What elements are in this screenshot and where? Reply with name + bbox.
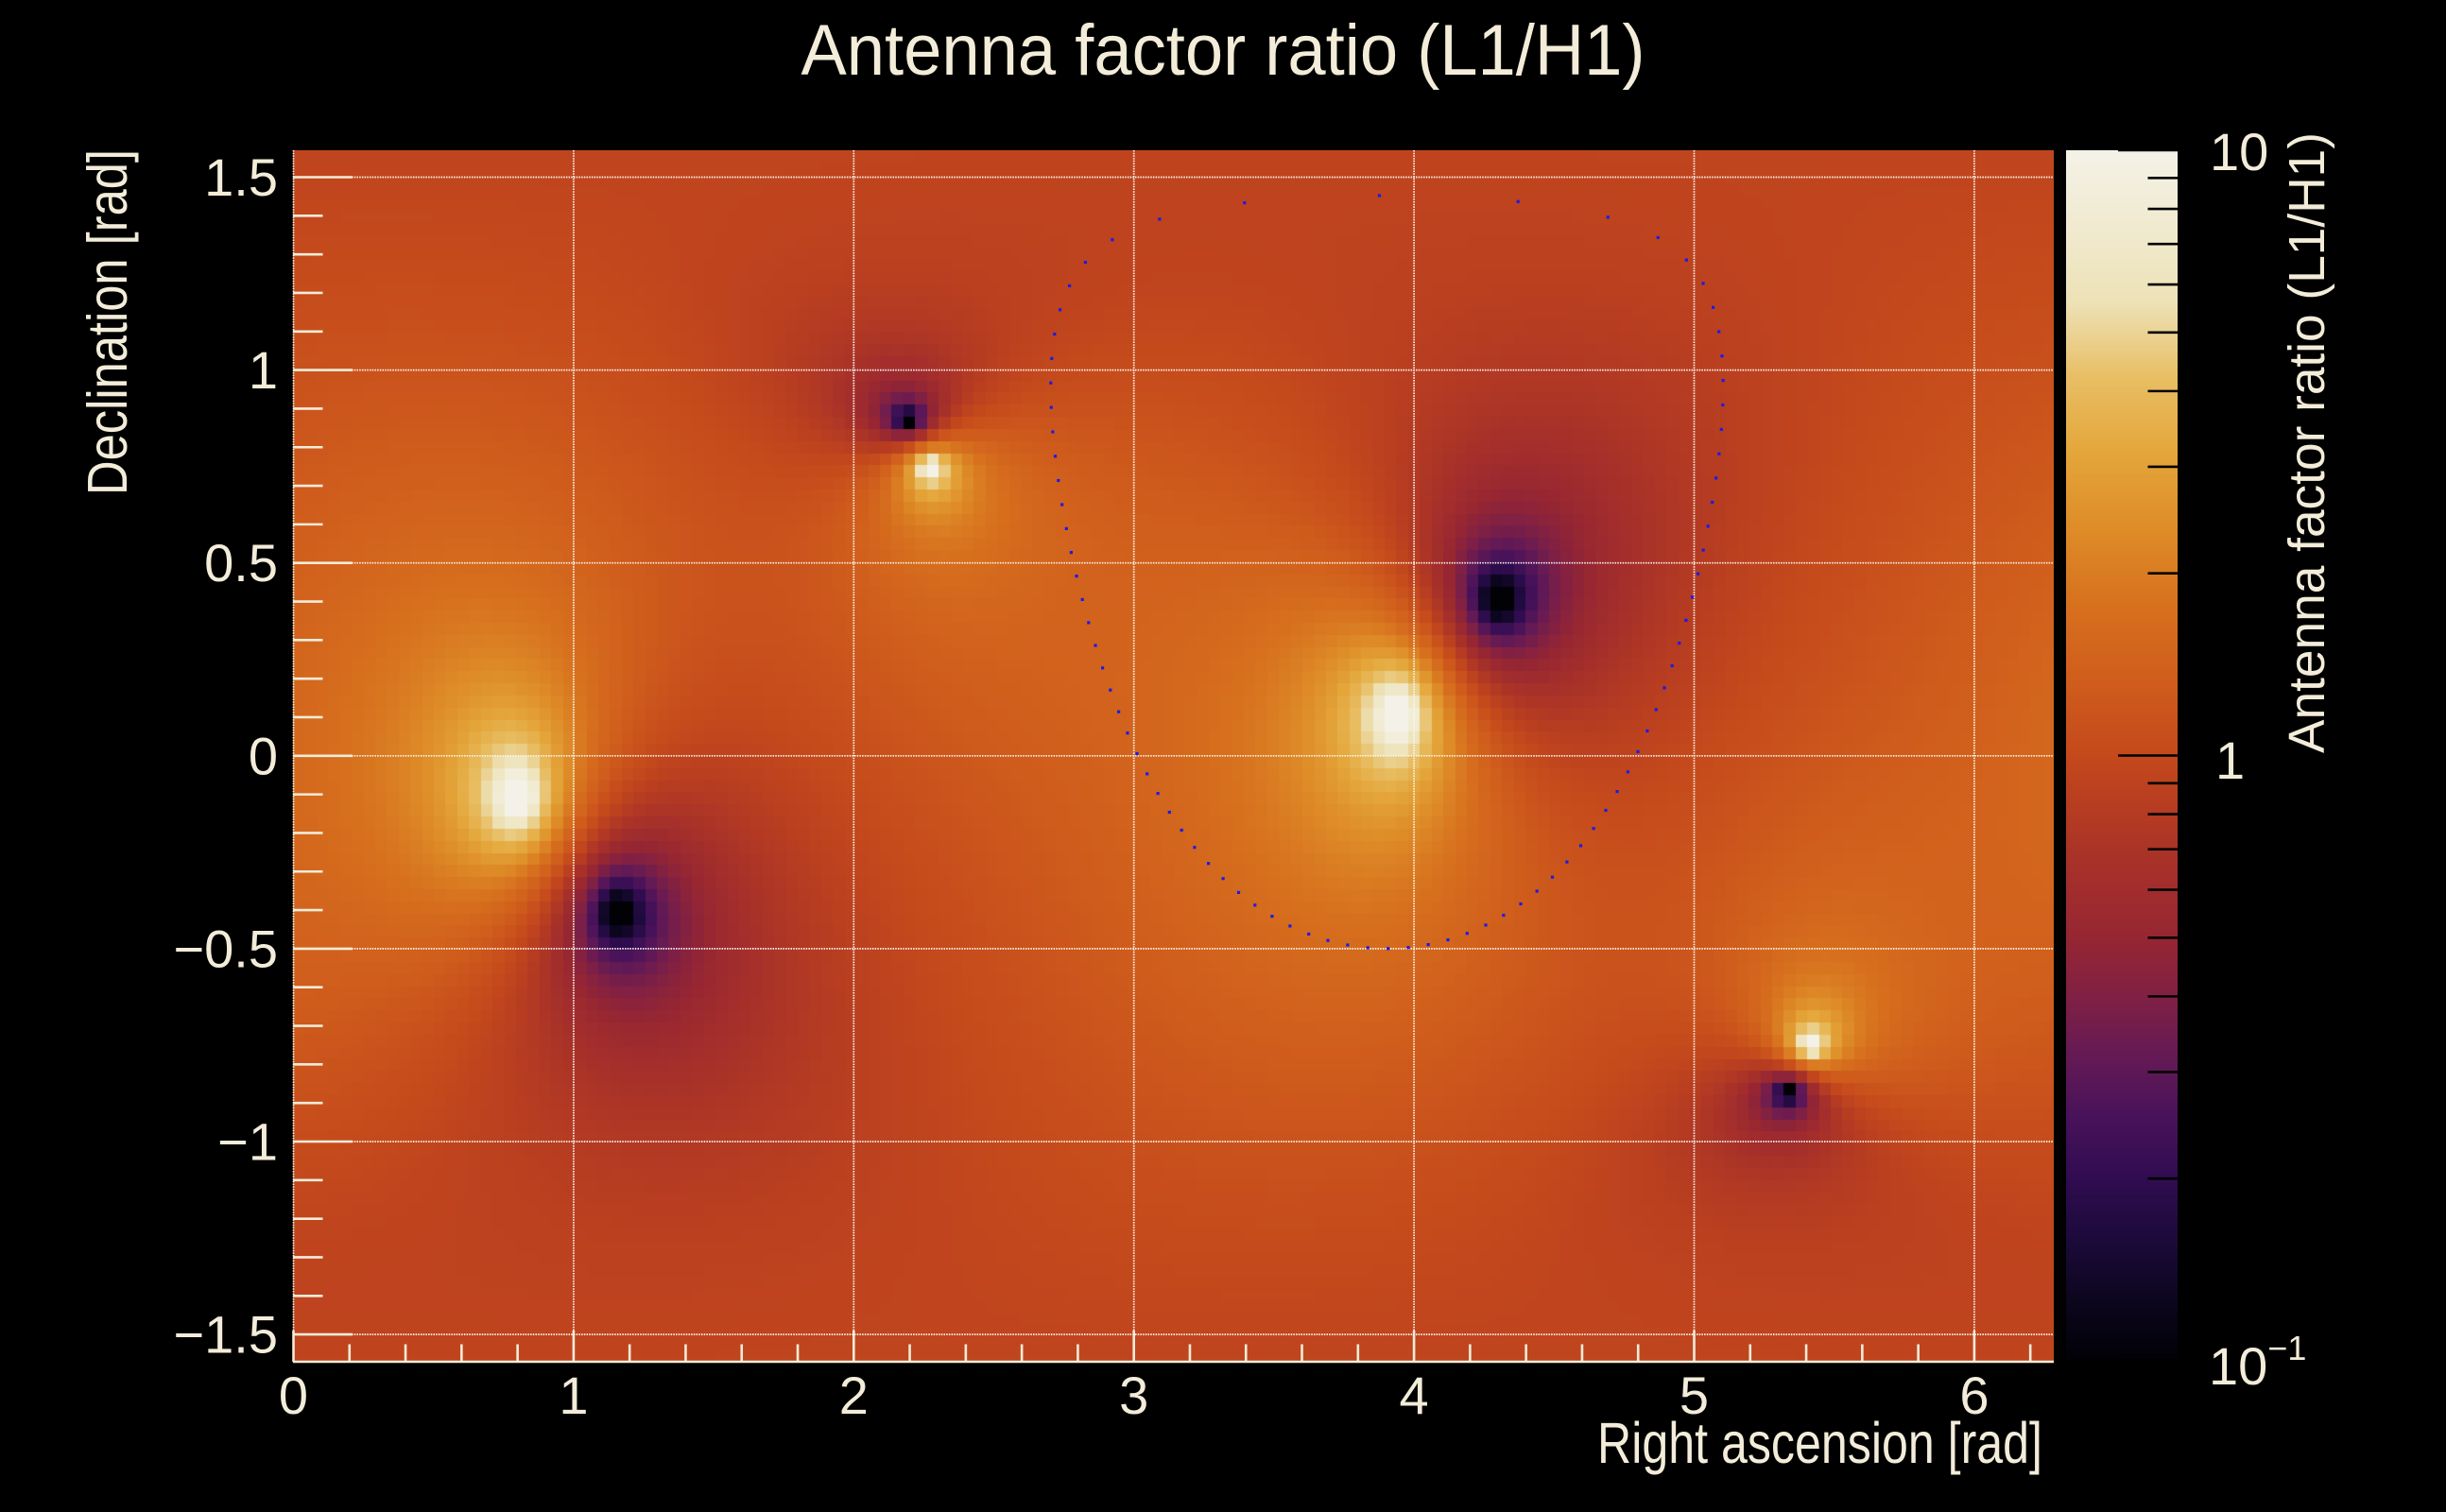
svg-text:Declination [rad]: Declination [rad]: [77, 149, 139, 495]
svg-text:1: 1: [2215, 730, 2245, 790]
svg-text:2: 2: [839, 1366, 869, 1425]
svg-text:Right ascension [rad]: Right ascension [rad]: [1597, 1411, 2042, 1475]
svg-text:3: 3: [1119, 1366, 1148, 1425]
svg-text:10−1: 10−1: [2209, 1329, 2306, 1396]
svg-text:4: 4: [1400, 1366, 1429, 1425]
svg-text:5: 5: [1679, 1366, 1709, 1425]
svg-text:0: 0: [249, 726, 278, 785]
svg-text:−1: −1: [217, 1112, 278, 1172]
svg-text:1: 1: [559, 1366, 588, 1425]
svg-text:6: 6: [1959, 1366, 1989, 1425]
svg-text:−1.5: −1.5: [173, 1305, 278, 1365]
svg-text:Antenna factor ratio (L1/H1): Antenna factor ratio (L1/H1): [2279, 132, 2335, 753]
svg-text:−0.5: −0.5: [173, 919, 278, 978]
svg-text:0.5: 0.5: [204, 533, 278, 593]
svg-text:Antenna factor ratio (L1/H1): Antenna factor ratio (L1/H1): [801, 10, 1645, 91]
svg-text:1: 1: [249, 340, 278, 400]
svg-text:10: 10: [2210, 122, 2268, 181]
svg-text:1.5: 1.5: [204, 147, 278, 207]
svg-text:0: 0: [279, 1366, 308, 1425]
